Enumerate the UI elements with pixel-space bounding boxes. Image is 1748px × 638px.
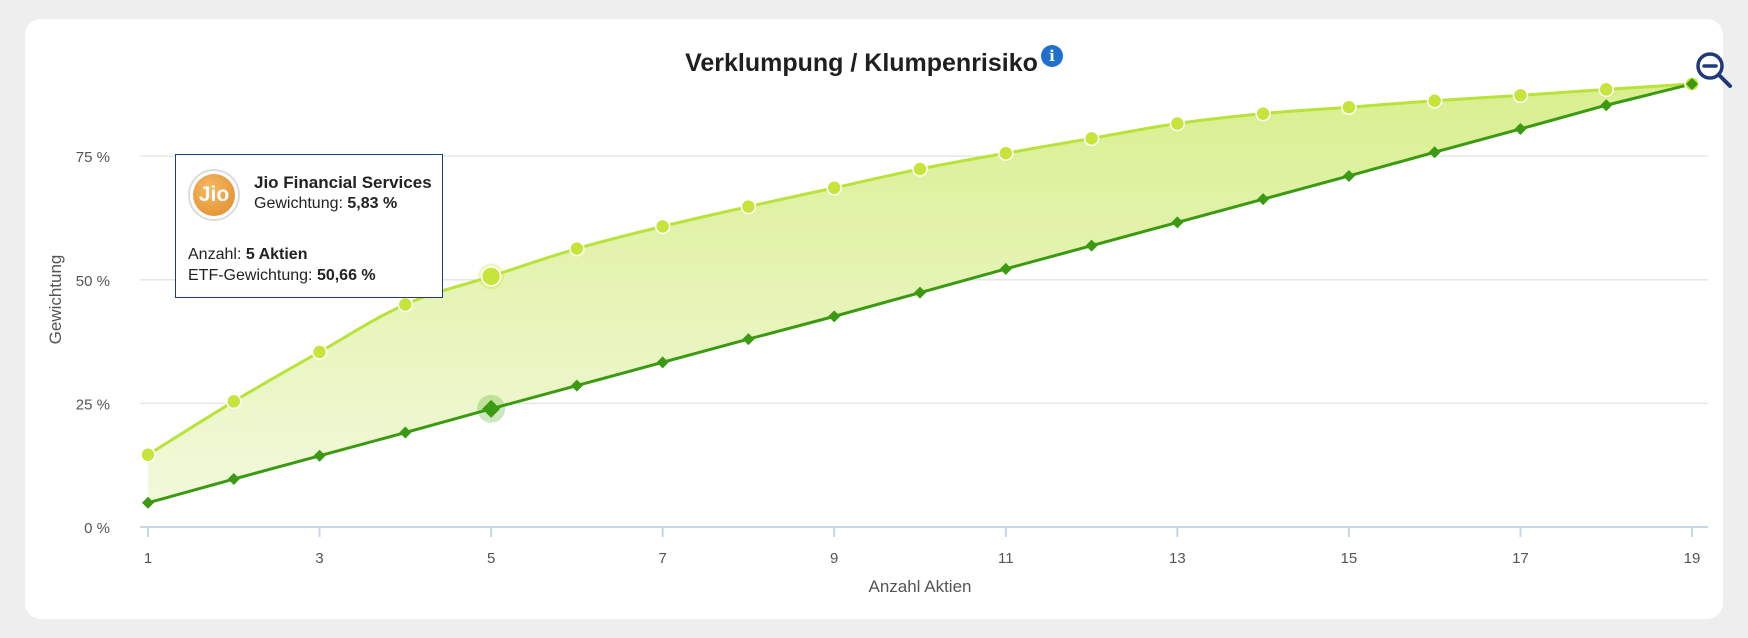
tooltip-count: Anzahl: 5 Aktien	[188, 246, 307, 264]
lower-point[interactable]	[313, 449, 326, 462]
lower-point[interactable]	[999, 262, 1012, 275]
upper-point[interactable]	[1426, 93, 1443, 109]
lower-point[interactable]	[570, 379, 583, 392]
x-tick-label: 11	[998, 550, 1014, 567]
company-logo: Jio	[188, 169, 240, 221]
x-tick-label: 17	[1512, 550, 1529, 567]
upper-point[interactable]	[1512, 87, 1529, 104]
x-tick-label: 5	[487, 550, 495, 567]
lower-point[interactable]	[399, 426, 412, 439]
lower-point[interactable]	[1085, 239, 1098, 252]
lower-point[interactable]	[1428, 146, 1441, 159]
lower-point[interactable]	[1600, 99, 1613, 112]
x-axis-title: Anzahl Aktien	[868, 577, 971, 596]
y-tick-label: 0 %	[84, 520, 110, 537]
upper-point[interactable]	[1341, 99, 1357, 115]
y-tick-label: 75 %	[76, 149, 110, 166]
x-tick-label: 13	[1169, 550, 1186, 567]
lower-point[interactable]	[1686, 77, 1698, 90]
tooltip-count-value: 5 Aktien	[245, 246, 308, 263]
chart-title: Verklumpung / Klumpenrisiko	[685, 49, 1038, 77]
upper-point[interactable]	[311, 344, 328, 360]
lower-point[interactable]	[1257, 193, 1270, 206]
upper-point[interactable]	[397, 296, 414, 313]
axes	[140, 526, 1708, 537]
upper-point[interactable]	[654, 218, 671, 235]
data-points	[140, 76, 1700, 509]
upper-point[interactable]	[826, 180, 842, 196]
y-tick-label: 50 %	[76, 273, 110, 290]
tooltip-company-name: Jio Financial Services	[254, 173, 432, 192]
chart-title-row: Verklumpung / Klumpenrisiko i	[25, 45, 1723, 78]
x-tick-label: 1	[144, 550, 152, 567]
x-tick-label: 9	[830, 550, 838, 567]
upper-point[interactable]	[1169, 115, 1186, 132]
tooltip-weight: Gewichtung: 5,83 %	[254, 195, 397, 213]
tooltip-etf-weight: ETF-Gewichtung: 50,66 %	[188, 267, 376, 285]
lower-point[interactable]	[1342, 169, 1355, 182]
zoom-out-icon[interactable]	[1693, 49, 1735, 91]
lower-point[interactable]	[482, 399, 501, 418]
x-tick-label: 15	[1341, 550, 1358, 567]
upper-point[interactable]	[480, 266, 502, 287]
data-tooltip: Jio Jio Financial Services Gewichtung: 5…	[175, 154, 443, 298]
lower-point[interactable]	[828, 310, 841, 323]
tooltip-etf-label: ETF-Gewichtung:	[188, 267, 317, 284]
upper-point[interactable]	[140, 447, 156, 463]
lower-point[interactable]	[1514, 122, 1527, 135]
upper-point[interactable]	[1598, 81, 1614, 98]
y-tick-label: 25 %	[76, 396, 110, 413]
y-axis-title: Gewichtung	[46, 255, 65, 345]
tooltip-etf-value: 50,66 %	[316, 267, 376, 284]
upper-point[interactable]	[1083, 130, 1100, 147]
tooltip-weight-label: Gewichtung:	[254, 195, 348, 212]
x-tick-label: 19	[1684, 550, 1701, 567]
tooltip-count-label: Anzahl:	[188, 246, 246, 263]
upper-point[interactable]	[998, 145, 1014, 161]
lower-point[interactable]	[914, 286, 926, 299]
lower-point[interactable]	[1171, 216, 1184, 229]
upper-point[interactable]	[740, 198, 757, 215]
upper-point[interactable]	[1255, 105, 1271, 122]
company-logo-text: Jio	[193, 174, 235, 216]
lower-point[interactable]	[742, 333, 755, 346]
upper-point[interactable]	[912, 161, 928, 177]
upper-point[interactable]	[226, 393, 242, 410]
lower-point[interactable]	[227, 473, 240, 486]
range-area	[148, 83, 1692, 503]
tooltip-weight-value: 5,83 %	[347, 195, 398, 212]
lower-point[interactable]	[142, 496, 154, 509]
x-tick-label: 3	[315, 550, 323, 567]
info-icon[interactable]: i	[1040, 45, 1063, 67]
lower-point[interactable]	[656, 356, 669, 369]
x-tick-label: 7	[658, 550, 666, 567]
upper-point[interactable]	[569, 240, 585, 257]
